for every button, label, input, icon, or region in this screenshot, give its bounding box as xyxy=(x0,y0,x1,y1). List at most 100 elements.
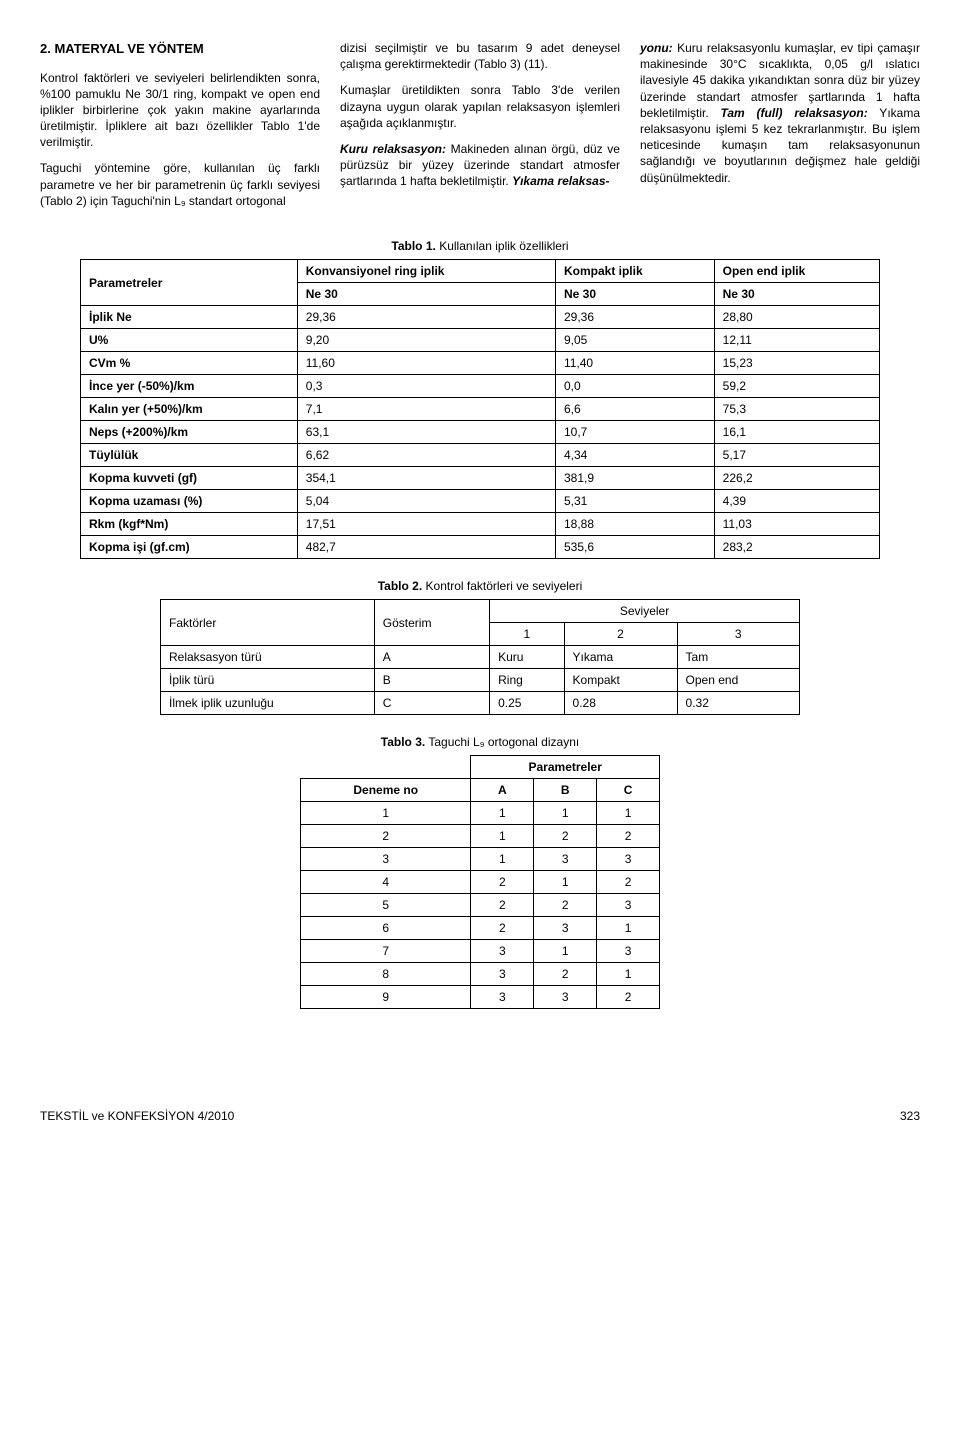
table-cell: Neps (+200%)/km xyxy=(81,421,298,444)
table-cell: 1 xyxy=(534,940,597,963)
table-cell: 11,60 xyxy=(297,352,555,375)
table-cell: 6 xyxy=(301,917,471,940)
table-cell: 5,31 xyxy=(555,490,714,513)
table-cell: 3 xyxy=(597,848,660,871)
table-cell: 9 xyxy=(301,986,471,1009)
table-cell: 7,1 xyxy=(297,398,555,421)
table-cell: 3 xyxy=(534,848,597,871)
table-row: 7313 xyxy=(301,940,660,963)
table-cell: 9,20 xyxy=(297,329,555,352)
table-row: Kopma kuvveti (gf)354,1381,9226,2 xyxy=(81,467,880,490)
table-row: İplik Ne29,3629,3628,80 xyxy=(81,306,880,329)
inline-strong: Kuru relaksasyon: xyxy=(340,142,446,156)
table-cell: 0.32 xyxy=(677,692,799,715)
table-row: 1111 xyxy=(301,802,660,825)
table-cell: 283,2 xyxy=(714,536,879,559)
table-row: CVm %11,6011,4015,23 xyxy=(81,352,880,375)
table-row: İlmek iplik uzunluğuC0.250.280.32 xyxy=(161,692,800,715)
table-row: İplik türüBRingKompaktOpen end xyxy=(161,669,800,692)
table-cell: 11,40 xyxy=(555,352,714,375)
table-cell: 18,88 xyxy=(555,513,714,536)
paragraph: Kumaşlar üretildikten sonra Tablo 3'de v… xyxy=(340,82,620,131)
table3-head: A xyxy=(471,779,534,802)
table-cell: 4 xyxy=(301,871,471,894)
inline-strong: Yıkama relaksas- xyxy=(512,174,609,188)
column-1: 2. MATERYAL VE YÖNTEM Kontrol faktörleri… xyxy=(40,40,320,219)
table-cell: 8 xyxy=(301,963,471,986)
table2-head: Seviyeler xyxy=(490,600,800,623)
table-cell: Kalın yer (+50%)/km xyxy=(81,398,298,421)
table1-head: Ne 30 xyxy=(714,283,879,306)
table-cell: 29,36 xyxy=(297,306,555,329)
table-cell: 1 xyxy=(597,963,660,986)
table-row: Kalın yer (+50%)/km7,16,675,3 xyxy=(81,398,880,421)
caption-bold: Tablo 2. xyxy=(378,579,422,593)
paragraph: Taguchi yöntemine göre, kullanılan üç fa… xyxy=(40,160,320,209)
paragraph: yonu: Kuru relaksasyonlu kumaşlar, ev ti… xyxy=(640,40,920,186)
paragraph: dizisi seçilmiştir ve bu tasarım 9 adet … xyxy=(340,40,620,72)
table-cell: 1 xyxy=(534,871,597,894)
table-row: 4212 xyxy=(301,871,660,894)
table-cell: 2 xyxy=(471,894,534,917)
table-cell: 0,0 xyxy=(555,375,714,398)
table-cell: 2 xyxy=(301,825,471,848)
table3-head: C xyxy=(597,779,660,802)
footer-left: TEKSTİL ve KONFEKSİYON 4/2010 xyxy=(40,1109,234,1123)
table-cell: 2 xyxy=(471,871,534,894)
table-cell: Kopma uzaması (%) xyxy=(81,490,298,513)
table-cell: 10,7 xyxy=(555,421,714,444)
table1-head: Kompakt iplik xyxy=(555,260,714,283)
table-cell: 1 xyxy=(301,802,471,825)
table-cell: U% xyxy=(81,329,298,352)
table-cell: İplik Ne xyxy=(81,306,298,329)
table-cell: 16,1 xyxy=(714,421,879,444)
table-cell: B xyxy=(374,669,489,692)
table-cell: 6,6 xyxy=(555,398,714,421)
footer-right: 323 xyxy=(900,1109,920,1123)
table-cell: 2 xyxy=(597,825,660,848)
table-cell: 59,2 xyxy=(714,375,879,398)
table-cell: 1 xyxy=(534,802,597,825)
table-row: U%9,209,0512,11 xyxy=(81,329,880,352)
caption-text: Kontrol faktörleri ve seviyeleri xyxy=(422,579,582,593)
table-cell: Relaksasyon türü xyxy=(161,646,375,669)
table-cell: 4,34 xyxy=(555,444,714,467)
table-cell: 29,36 xyxy=(555,306,714,329)
table-cell: 226,2 xyxy=(714,467,879,490)
table1-head-param: Parametreler xyxy=(81,260,298,306)
table-row: 5223 xyxy=(301,894,660,917)
table3-caption: Tablo 3. Taguchi L₉ ortogonal dizaynı xyxy=(40,735,920,749)
caption-text: Kullanılan iplik özellikleri xyxy=(436,239,569,253)
table-cell: Kopma kuvveti (gf) xyxy=(81,467,298,490)
table-cell: 1 xyxy=(471,802,534,825)
table1-head: Ne 30 xyxy=(297,283,555,306)
inline-strong: Tam (full) relaksasyon: xyxy=(721,106,868,120)
table-cell: 3 xyxy=(534,917,597,940)
table-row: Tüylülük6,624,345,17 xyxy=(81,444,880,467)
table-cell: 2 xyxy=(597,986,660,1009)
table2-head: 3 xyxy=(677,623,799,646)
table-row: Kopma uzaması (%)5,045,314,39 xyxy=(81,490,880,513)
table-cell: A xyxy=(374,646,489,669)
table-cell: 2 xyxy=(471,917,534,940)
table-cell: 9,05 xyxy=(555,329,714,352)
table-row: Kopma işi (gf.cm)482,7535,6283,2 xyxy=(81,536,880,559)
table-cell: 12,11 xyxy=(714,329,879,352)
table-cell: 1 xyxy=(597,917,660,940)
table3-head: B xyxy=(534,779,597,802)
table-cell: 535,6 xyxy=(555,536,714,559)
table2-caption: Tablo 2. Kontrol faktörleri ve seviyeler… xyxy=(40,579,920,593)
paragraph: Kuru relaksasyon: Makineden alınan örgü,… xyxy=(340,141,620,190)
table-cell: 17,51 xyxy=(297,513,555,536)
table-cell: 6,62 xyxy=(297,444,555,467)
table-row: 9332 xyxy=(301,986,660,1009)
table-cell: Ring xyxy=(490,669,564,692)
table-cell: Yıkama xyxy=(564,646,677,669)
table-cell: 1 xyxy=(471,848,534,871)
table-cell: Rkm (kgf*Nm) xyxy=(81,513,298,536)
table-cell: İnce yer (-50%)/km xyxy=(81,375,298,398)
section-heading: 2. MATERYAL VE YÖNTEM xyxy=(40,40,320,58)
table-cell: 354,1 xyxy=(297,467,555,490)
table3-blank xyxy=(301,756,471,779)
column-3: yonu: Kuru relaksasyonlu kumaşlar, ev ti… xyxy=(640,40,920,219)
